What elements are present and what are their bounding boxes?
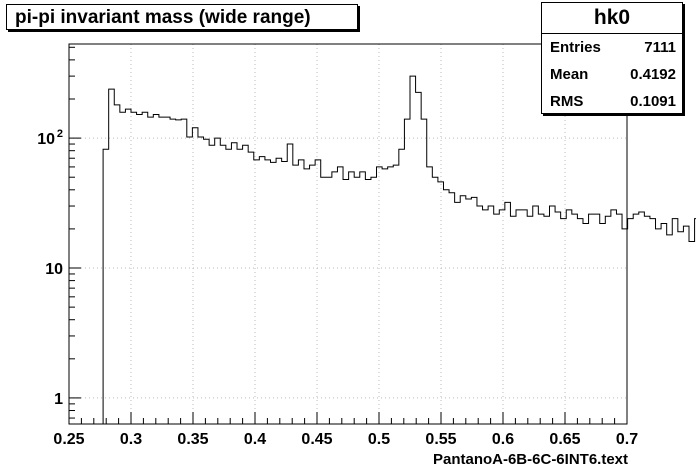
x-tick-label: 0.25 bbox=[53, 431, 84, 448]
x-tick-label: 0.4 bbox=[244, 431, 266, 448]
histogram-series bbox=[102, 75, 696, 424]
histogram-name: hk0 bbox=[542, 3, 682, 34]
rms-row: RMS 0.1091 bbox=[542, 88, 682, 115]
y-tick-exponent: 2 bbox=[57, 128, 63, 140]
x-tick-label: 0.65 bbox=[549, 431, 580, 448]
rms-label: RMS bbox=[550, 93, 584, 110]
x-tick-label: 0.3 bbox=[120, 431, 142, 448]
y-tick-label: 1 bbox=[54, 391, 63, 408]
x-tick-label: 0.5 bbox=[368, 431, 390, 448]
mean-label: Mean bbox=[550, 66, 589, 83]
entries-row: Entries 7111 bbox=[542, 34, 682, 61]
plot-frame bbox=[68, 43, 628, 425]
x-tick-label: 0.7 bbox=[616, 431, 638, 448]
chart-title: pi-pi invariant mass (wide range) bbox=[6, 4, 358, 30]
x-tick-label: 0.6 bbox=[492, 431, 514, 448]
axes bbox=[68, 46, 628, 424]
stats-box: hk0 Entries 7111 Mean 0.4192 RMS 0.1091 bbox=[541, 2, 683, 114]
entries-label: Entries bbox=[550, 39, 601, 56]
y-tick-label: 10 bbox=[37, 131, 55, 148]
x-tick-label: 0.35 bbox=[177, 431, 208, 448]
mean-value: 0.4192 bbox=[630, 66, 676, 83]
y-tick-label: 10 bbox=[45, 261, 63, 278]
tick-labels: 0.25 0.3 0.35 0.4 0.45 0.5 0.55 0.6 0.65 0.7 1 10 10… bbox=[37, 128, 638, 448]
mean-row: Mean 0.4192 bbox=[542, 61, 682, 88]
x-axis-label: PantanoA-6B-6C-6INT6.text bbox=[432, 451, 628, 468]
entries-value: 7111 bbox=[644, 39, 676, 56]
rms-value: 0.1091 bbox=[630, 93, 676, 110]
x-tick-label: 0.55 bbox=[425, 431, 456, 448]
x-tick-label: 0.45 bbox=[301, 431, 332, 448]
